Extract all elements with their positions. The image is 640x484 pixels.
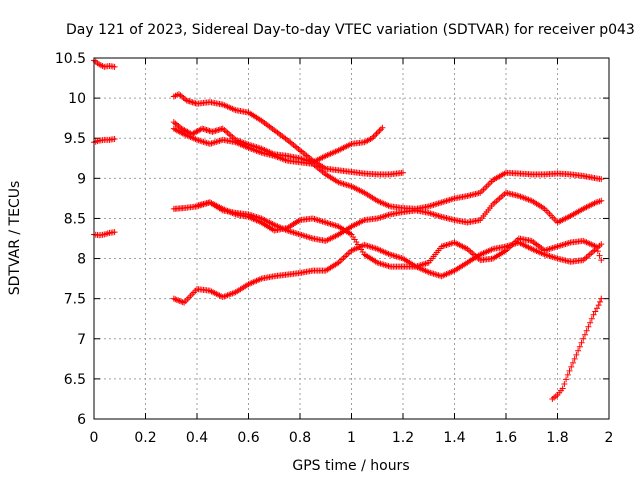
data-point xyxy=(583,327,590,334)
series-s1 xyxy=(91,57,118,70)
data-point xyxy=(566,367,573,374)
data-point xyxy=(379,124,386,131)
data-point xyxy=(569,359,576,366)
data-point xyxy=(596,298,603,305)
data-point xyxy=(593,305,600,312)
series-s8 xyxy=(170,239,605,306)
y-axis-label: SDTVAR / TECUs xyxy=(7,181,23,296)
axis-ticks: 0 0.2 0.4 0.6 0.8 1 1.2 1.4 1.6 1.8 2 6 6.5 7 7.5 8 8.5 9… xyxy=(55,51,614,446)
y-tick-label: 10 xyxy=(68,91,86,107)
x-tick-label: 1.6 xyxy=(495,430,517,446)
x-tick-label: 0 xyxy=(90,430,99,446)
data-point xyxy=(111,229,118,236)
x-axis-label: GPS time / hours xyxy=(292,458,409,474)
data-point xyxy=(598,241,605,248)
data-point xyxy=(596,252,603,259)
y-tick-label: 6.5 xyxy=(64,372,86,388)
data-point xyxy=(595,302,602,309)
data-points xyxy=(91,57,605,402)
series-s9 xyxy=(194,199,605,270)
y-tick-label: 6 xyxy=(77,412,86,428)
data-point xyxy=(573,351,580,358)
data-point xyxy=(561,380,568,387)
data-point xyxy=(175,297,182,304)
x-tick-label: 0.4 xyxy=(186,430,208,446)
series-s4 xyxy=(170,91,406,178)
data-point xyxy=(111,63,118,70)
y-tick-label: 8.5 xyxy=(64,211,86,227)
y-tick-label: 9 xyxy=(77,171,86,187)
data-point xyxy=(592,308,599,315)
data-point xyxy=(575,347,582,354)
data-point xyxy=(593,243,600,250)
data-point xyxy=(377,126,384,133)
series-s6 xyxy=(170,125,605,212)
data-point xyxy=(179,130,186,137)
data-point xyxy=(587,319,594,326)
series-s10 xyxy=(549,295,605,402)
series-s2 xyxy=(91,136,118,146)
x-tick-label: 1.4 xyxy=(443,430,465,446)
series-s3 xyxy=(91,229,118,239)
data-point xyxy=(172,296,179,303)
data-point xyxy=(585,323,592,330)
data-point xyxy=(581,331,588,338)
data-point xyxy=(179,299,186,306)
data-point xyxy=(372,132,379,139)
x-tick-label: 1.8 xyxy=(546,430,568,446)
data-point xyxy=(598,257,605,264)
data-point xyxy=(173,296,180,303)
data-point xyxy=(590,311,597,318)
y-tick-label: 10.5 xyxy=(55,51,86,67)
data-point xyxy=(374,129,381,136)
chart-title: Day 121 of 2023, Sidereal Day-to-day VTE… xyxy=(66,22,635,38)
data-point xyxy=(576,343,583,350)
data-point xyxy=(598,176,605,183)
x-tick-label: 1 xyxy=(347,430,356,446)
x-tick-label: 0.6 xyxy=(237,430,259,446)
data-point xyxy=(598,295,605,302)
data-point xyxy=(176,297,183,304)
data-point xyxy=(578,339,585,346)
data-point xyxy=(170,295,177,302)
data-point xyxy=(178,298,185,305)
data-point xyxy=(400,169,406,176)
x-tick-label: 0.8 xyxy=(289,430,311,446)
data-point xyxy=(563,376,570,383)
y-tick-label: 7.5 xyxy=(64,292,86,308)
series-s7 xyxy=(170,189,605,244)
data-point xyxy=(111,136,118,143)
data-point xyxy=(588,315,595,322)
data-point xyxy=(580,335,587,342)
data-point xyxy=(598,197,605,204)
data-point xyxy=(369,135,376,142)
y-tick-label: 9.5 xyxy=(64,131,86,147)
y-tick-label: 8 xyxy=(77,252,86,268)
data-point xyxy=(568,363,575,370)
x-tick-label: 2 xyxy=(605,430,614,446)
data-point xyxy=(373,130,380,137)
data-point xyxy=(571,355,578,362)
data-point xyxy=(594,248,601,255)
x-tick-label: 1.2 xyxy=(392,430,414,446)
x-tick-label: 0.2 xyxy=(134,430,156,446)
data-point xyxy=(564,371,571,378)
plot-frame xyxy=(93,57,610,420)
data-point xyxy=(559,385,566,392)
y-tick-label: 7 xyxy=(77,332,86,348)
data-point xyxy=(370,133,377,140)
data-point xyxy=(376,127,383,134)
